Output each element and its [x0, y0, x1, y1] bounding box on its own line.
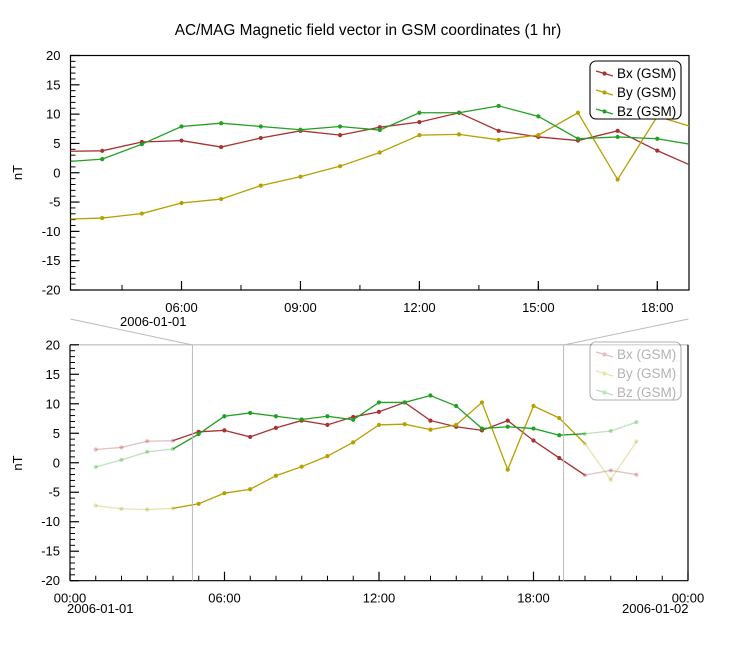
svg-text:10: 10	[46, 107, 60, 122]
svg-text:Bx (GSM): Bx (GSM)	[617, 347, 676, 362]
svg-text:-5: -5	[48, 485, 60, 500]
svg-text:-20: -20	[42, 283, 61, 298]
svg-text:20: 20	[46, 48, 60, 63]
svg-text:-5: -5	[49, 195, 61, 210]
svg-text:15: 15	[46, 367, 60, 382]
svg-text:-20: -20	[41, 573, 60, 588]
svg-text:06:00: 06:00	[208, 591, 241, 606]
svg-text:By (GSM): By (GSM)	[617, 85, 676, 100]
svg-text:By (GSM): By (GSM)	[617, 366, 676, 381]
svg-text:15:00: 15:00	[522, 300, 555, 315]
svg-text:5: 5	[53, 426, 60, 441]
svg-text:2006-01-02: 2006-01-02	[622, 601, 689, 616]
svg-text:0: 0	[53, 165, 60, 180]
svg-text:Bz (GSM): Bz (GSM)	[617, 104, 676, 119]
svg-text:0: 0	[53, 455, 60, 470]
svg-text:15: 15	[46, 77, 60, 92]
svg-text:20: 20	[46, 337, 60, 352]
svg-text:Bx (GSM): Bx (GSM)	[617, 66, 676, 81]
svg-text:-10: -10	[41, 514, 60, 529]
svg-text:-15: -15	[42, 253, 61, 268]
svg-text:10: 10	[46, 396, 60, 411]
svg-text:2006-01-01: 2006-01-01	[120, 314, 187, 329]
svg-text:5: 5	[53, 136, 60, 151]
svg-text:12:00: 12:00	[403, 300, 436, 315]
svg-text:2006-01-01: 2006-01-01	[67, 601, 134, 616]
svg-text:18:00: 18:00	[641, 300, 674, 315]
svg-text:06:00: 06:00	[165, 300, 198, 315]
svg-text:-15: -15	[41, 544, 60, 559]
svg-text:-10: -10	[42, 224, 61, 239]
svg-text:18:00: 18:00	[517, 591, 550, 606]
svg-text:nT: nT	[10, 455, 25, 470]
svg-text:Bz (GSM): Bz (GSM)	[617, 385, 676, 400]
svg-text:09:00: 09:00	[284, 300, 317, 315]
svg-text:12:00: 12:00	[363, 591, 396, 606]
svg-text:nT: nT	[10, 165, 25, 180]
svg-text:AC/MAG Magnetic field vector: AC/MAG Magnetic field vector in GSM coor…	[175, 22, 562, 39]
